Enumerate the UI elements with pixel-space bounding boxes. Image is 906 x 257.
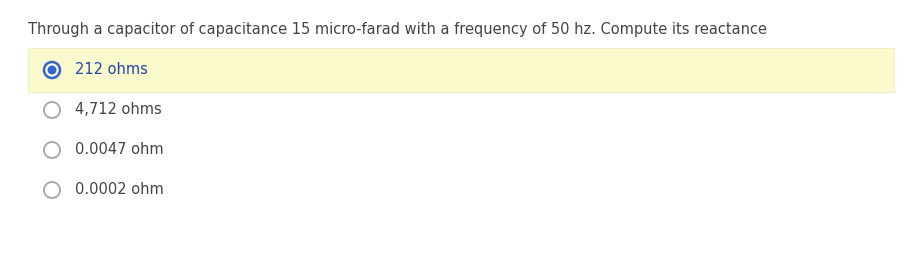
Text: 0.0047 ohm: 0.0047 ohm [75, 142, 164, 158]
Text: Through a capacitor of capacitance 15 micro-farad with a frequency of 50 hz. Com: Through a capacitor of capacitance 15 mi… [28, 22, 767, 37]
FancyBboxPatch shape [28, 48, 894, 92]
Text: 4,712 ohms: 4,712 ohms [75, 103, 162, 117]
Circle shape [46, 64, 58, 76]
Circle shape [47, 66, 56, 75]
Text: 0.0002 ohm: 0.0002 ohm [75, 182, 164, 197]
Text: 212 ohms: 212 ohms [75, 62, 148, 78]
